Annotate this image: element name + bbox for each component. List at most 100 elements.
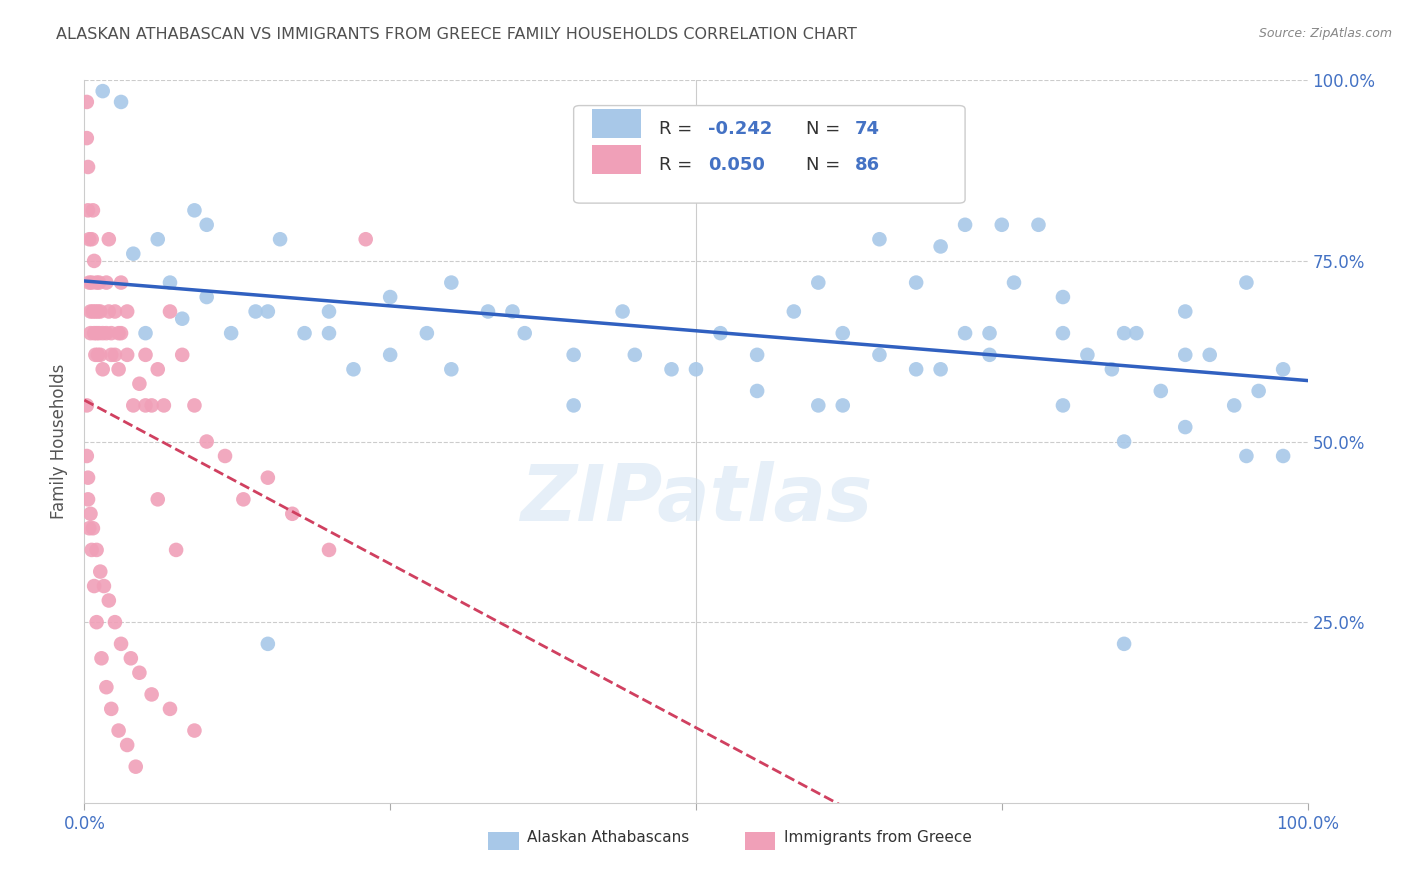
Point [120,651,142,665]
Point [709,326,731,340]
Point [195,218,218,232]
Point [1150,384,1173,398]
Bar [488,831,519,850]
Point [831,398,853,412]
Point [90,651,112,665]
Point [76,398,98,412]
Point [159,702,181,716]
Point [91,362,114,376]
Point [135,348,157,362]
Point [219,326,242,340]
Point [1052,326,1074,340]
Text: ALASKAN ATHABASCAN VS IMMIGRANTS FROM GREECE FAMILY HOUSEHOLDS CORRELATION CHART: ALASKAN ATHABASCAN VS IMMIGRANTS FROM GR… [56,27,858,42]
Point [93,579,115,593]
Point [104,615,127,630]
Point [110,637,132,651]
Point [1174,304,1197,318]
Point [87,348,110,362]
Point [80,542,103,557]
Point [77,521,100,535]
Point [195,434,218,449]
Point [80,276,103,290]
Point [135,398,157,412]
Point [146,232,169,246]
Point [77,232,100,246]
Point [115,304,138,318]
Point [100,702,122,716]
Point [195,290,218,304]
Point [110,276,132,290]
Point [86,276,108,290]
Point [1236,276,1258,290]
Point [953,326,976,340]
Point [1125,326,1147,340]
Point [183,398,205,412]
Point [1052,398,1074,412]
Point [79,507,101,521]
Point [807,276,830,290]
Point [1198,348,1220,362]
Text: Immigrants from Greece: Immigrants from Greece [785,830,972,845]
Point [100,348,122,362]
Point [612,304,634,318]
Point [110,95,132,109]
Y-axis label: Family Households: Family Households [51,364,69,519]
Point [869,348,891,362]
Point [562,398,585,412]
Point [440,276,463,290]
Point [83,579,105,593]
Point [122,398,145,412]
Point [269,232,291,246]
Point [979,326,1001,340]
Point [1076,348,1098,362]
Point [440,362,463,376]
Point [87,276,110,290]
Point [1247,384,1270,398]
Point [104,304,127,318]
Point [172,311,194,326]
Text: ZIPatlas: ZIPatlas [520,461,872,537]
Point [107,326,129,340]
Point [183,203,205,218]
Point [79,304,101,318]
Point [257,470,280,484]
Point [1272,362,1295,376]
Point [1272,449,1295,463]
Point [87,304,110,318]
Point [183,723,205,738]
Point [128,376,150,391]
Text: Alaskan Athabascans: Alaskan Athabascans [527,830,689,845]
Point [89,565,111,579]
Point [115,738,138,752]
Point [1052,290,1074,304]
Point [562,348,585,362]
Point [77,470,100,484]
Point [354,232,377,246]
Point [76,95,98,109]
Point [84,304,107,318]
Point [83,326,105,340]
Point [1174,420,1197,434]
Point [96,680,118,694]
Point [380,348,402,362]
Point [141,398,163,412]
Bar [745,831,776,850]
Point [96,326,118,340]
Point [318,542,340,557]
Text: N =: N = [806,156,846,174]
Text: R =: R = [659,156,699,174]
Point [128,665,150,680]
Point [747,348,769,362]
Point [245,304,267,318]
Point [76,449,98,463]
Point [953,218,976,232]
Point [97,304,120,318]
Point [831,326,853,340]
Point [905,362,928,376]
Point [141,687,163,701]
Point [91,326,114,340]
Point [1114,637,1136,651]
Point [502,304,524,318]
Point [1114,434,1136,449]
Point [257,304,280,318]
